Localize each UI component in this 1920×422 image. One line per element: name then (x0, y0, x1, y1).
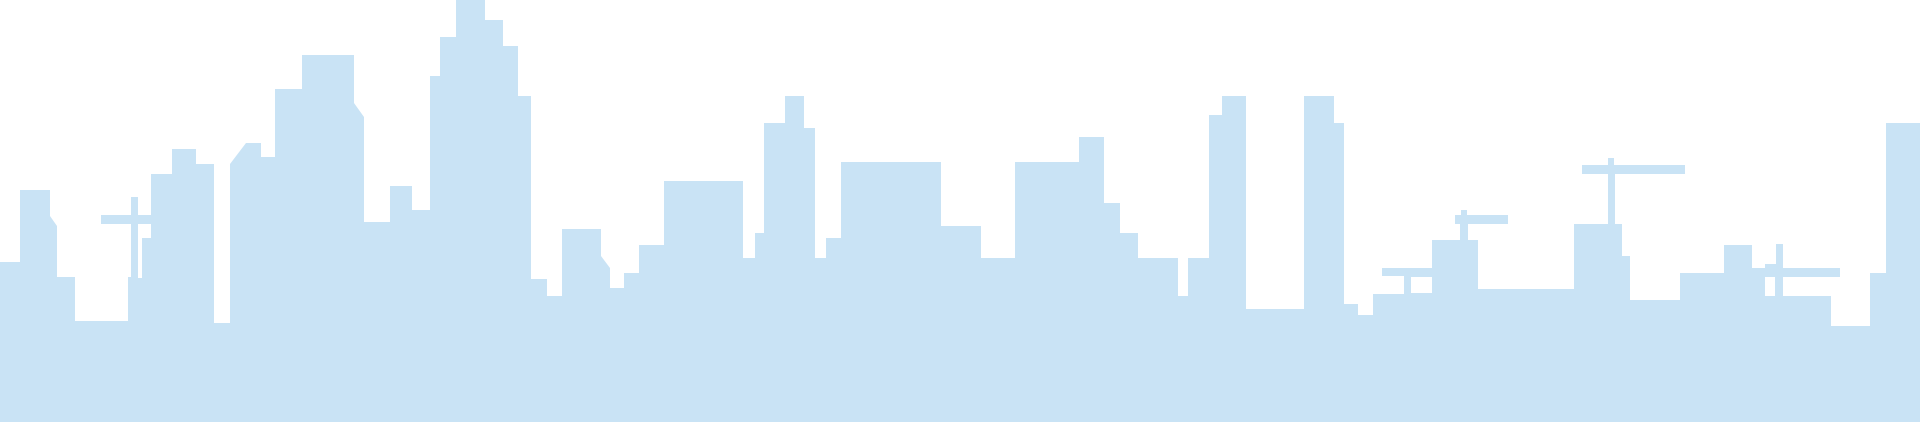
skyline-svg (0, 0, 1920, 422)
skyline-illustration (0, 0, 1920, 422)
city-skyline-silhouette (0, 0, 1920, 422)
